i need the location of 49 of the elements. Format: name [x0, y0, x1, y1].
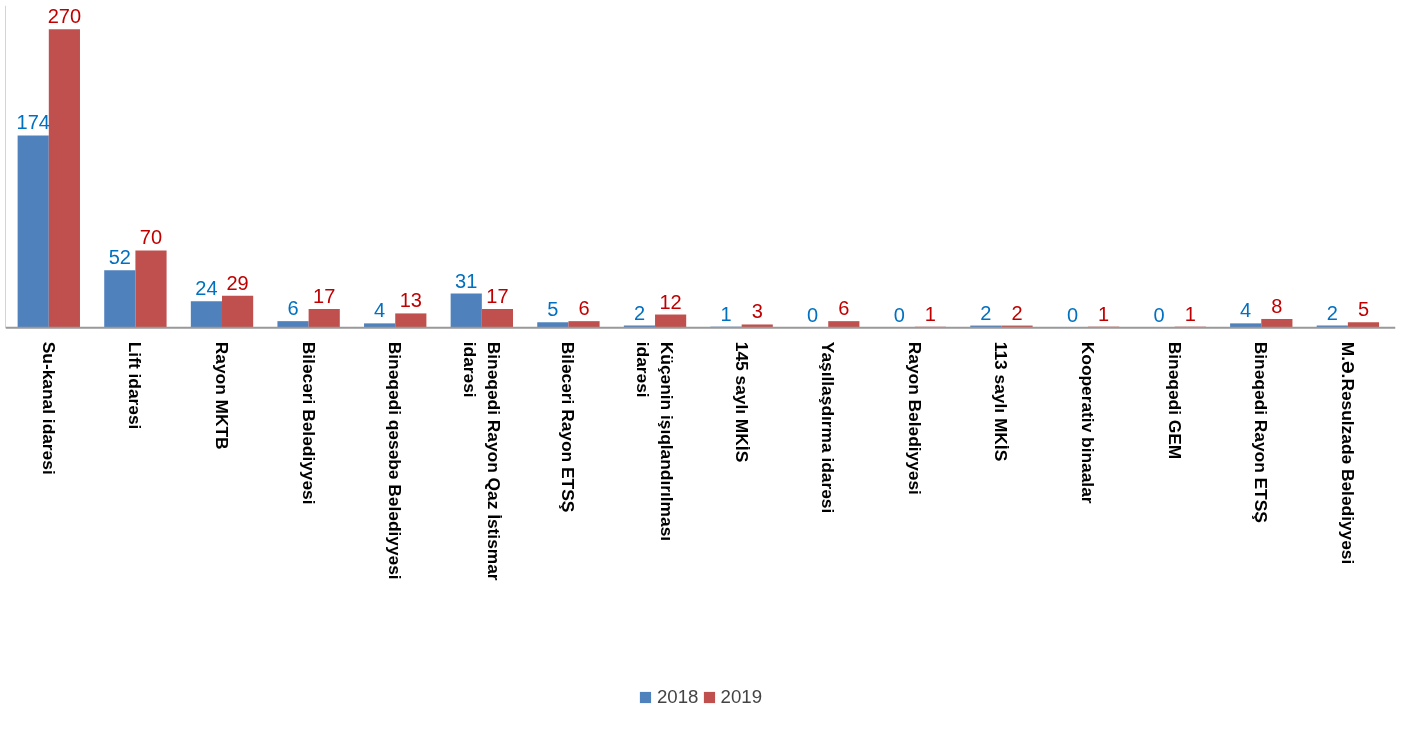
data-label: 70 [139, 226, 163, 249]
data-label: 1 [1184, 302, 1196, 325]
data-label: 0 [807, 303, 819, 326]
data-label: 2 [633, 301, 646, 324]
x-tick-label: M.Ə.Rəsulzadə Bələdiyyəsi [1337, 341, 1358, 565]
x-tick-label: Biləcəri Rayon ETSŞ [558, 341, 579, 513]
data-label: 6 [287, 297, 299, 320]
data-label: 52 [108, 246, 131, 269]
data-label: 0 [893, 303, 905, 326]
data-label: 3 [751, 300, 763, 323]
x-tick-label: Yaşıllaşdırma idarəsi [818, 341, 839, 514]
data-label: 1 [1098, 302, 1110, 325]
data-label: 4 [1240, 299, 1252, 322]
x-tick-label: Binəqədi qəsəbə Bələdiyyəsi [385, 341, 406, 580]
data-label: 270 [47, 5, 82, 28]
data-label: 0 [1066, 303, 1079, 326]
x-tick-label: Binəqədi GEM [1164, 341, 1185, 460]
data-label: 1 [924, 302, 936, 325]
x-tick-label: Rayon Bələdiyyəsi [904, 341, 925, 495]
data-label: 5 [547, 298, 559, 321]
x-tick-label: Su-kanal idarəsi [38, 341, 59, 475]
data-label: 6 [838, 297, 850, 320]
data-label: 24 [195, 277, 218, 300]
x-tick-label: Rayon MKTB [212, 341, 233, 450]
x-tick-label: Kooperativ binaalar [1078, 341, 1099, 504]
x-tick-label: Binəqədi Rayon ETSŞ [1251, 341, 1272, 523]
data-label: 17 [486, 285, 509, 307]
data-label: 5 [1357, 298, 1370, 321]
data-label: 29 [226, 271, 249, 294]
x-tick-label: 113 saylı MKİS [991, 341, 1012, 462]
x-tick-label: 145 saylı MKİS [731, 341, 752, 463]
x-tick-label: Binəqədi Rayon Qaz İstismar idarəsi [459, 341, 504, 581]
x-tick-label: Biləcəri Bələdiyyəsi [298, 341, 319, 505]
legend-label: 2019 [720, 686, 763, 708]
data-label: 13 [399, 289, 422, 312]
data-label: 6 [578, 297, 590, 320]
data-label: 12 [659, 290, 682, 313]
data-label: 1 [720, 302, 732, 325]
data-label: 4 [374, 299, 386, 322]
data-label: 17 [313, 285, 336, 307]
data-label: 2 [980, 301, 992, 324]
data-label: 8 [1271, 294, 1283, 317]
x-tick-label: Küçənin işıqlandırılması idarəsi [633, 341, 678, 542]
data-label: 2 [1326, 301, 1338, 324]
data-label: 2 [1011, 301, 1023, 324]
x-tick-label: Lift idarəsi [125, 341, 146, 430]
legend-label: 2018 [656, 686, 699, 708]
data-label: 31 [455, 269, 478, 292]
data-label: 0 [1153, 303, 1165, 326]
